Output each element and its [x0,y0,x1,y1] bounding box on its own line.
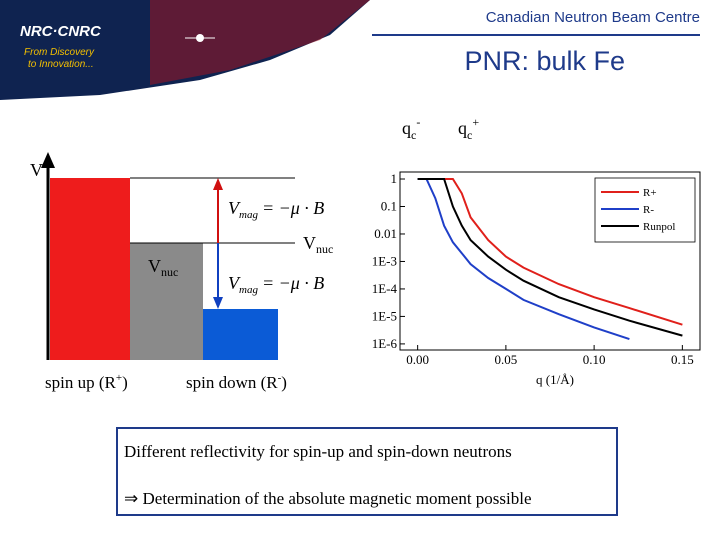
text: spin up (R [45,373,117,392]
rhs: = −μ · B [262,273,324,293]
spin-up-label: spin up (R+) [45,372,128,392]
spin-down-potential [203,309,278,360]
sub: nuc [161,265,178,279]
legend-label: R- [643,204,654,216]
symbol: V [228,273,241,293]
sup: + [472,115,479,129]
sup: - [416,115,420,129]
rhs: = −μ · B [262,198,324,218]
sub: mag [239,284,258,296]
nuclear-potential [130,243,203,360]
vnuc-label: Vnuc [303,233,333,256]
qc-plus-label: qc+ [458,115,479,142]
y-tick-label: 1E-6 [372,336,398,351]
sub: nuc [316,242,333,256]
text: ) [281,373,287,392]
x-axis-label: q (1/Å) [536,372,574,387]
sub: mag [239,209,258,221]
maple-leaf [150,0,370,85]
tagline: to Innovation... [28,59,94,70]
v-axis-arrow [41,152,55,168]
tagline: From Discovery [24,47,95,58]
y-tick-label: 1E-4 [372,281,398,296]
sup: - [278,372,282,384]
up-arrow-head [213,178,223,190]
x-tick-label: 0.00 [406,352,429,367]
vmag-formula: Vmag = −μ · B [228,273,324,296]
symbol: V [148,256,161,276]
x-tick-label: 0.15 [671,352,694,367]
sub: c [467,128,472,142]
y-tick-label: 0.01 [374,226,397,241]
vmag-formula: Vmag = −μ · B [228,198,324,221]
v-axis-label: V [30,160,43,180]
note-line: Different reflectivity for spin-up and s… [124,442,512,461]
text: ) [122,373,128,392]
y-tick-label: 0.1 [381,198,397,213]
reflectivity-chart: 1 0.1 0.01 1E-3 1E-4 1E-5 1E-6 0.00 0.05 0.10 0.15… [372,171,701,387]
symbol: q [402,118,411,138]
sup: + [116,372,122,384]
y-tick-label: 1E-5 [372,308,397,323]
x-tick-label: 0.10 [583,352,606,367]
symbol: V [303,233,316,253]
centre-name: Canadian Neutron Beam Centre [486,9,700,26]
x-tick-label: 0.05 [495,352,518,367]
y-tick-label: 1E-3 [372,253,397,268]
down-arrow-head [213,297,223,309]
text: spin down (R [186,373,278,392]
reflectivity-curve [417,178,630,341]
logo: NRC·CNRC [20,23,102,40]
sub: c [411,128,416,142]
symbol: q [458,118,467,138]
slide-title: PNR: bulk Fe [464,46,625,76]
legend-label: Runpol [643,221,675,233]
reflectivity-curve [417,178,683,337]
legend-label: R+ [643,187,657,199]
note-box [116,427,618,516]
note-line: ⇒ Determination of the absolute magnetic… [124,489,532,508]
vnuc-label: Vnuc [148,256,178,279]
qc-minus-label: qc- [402,115,420,142]
y-tick-label: 1 [391,171,398,186]
symbol: V [228,198,241,218]
spin-down-label: spin down (R-) [186,372,287,392]
spin-up-potential [50,178,130,360]
